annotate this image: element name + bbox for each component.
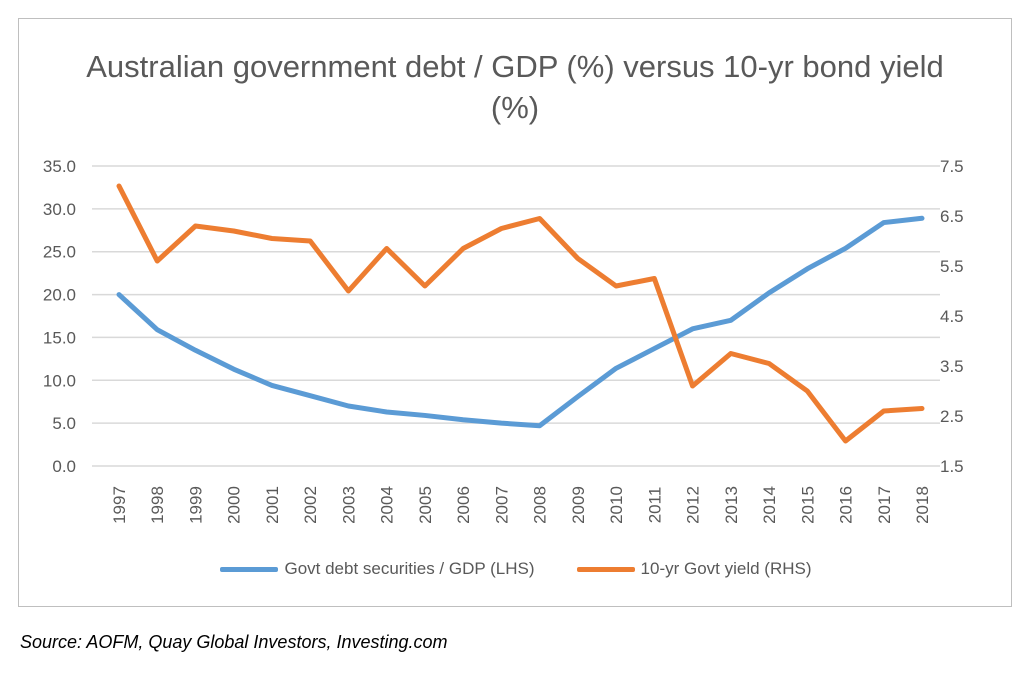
legend: Govt debt securities / GDP (LHS) 10-yr G…	[0, 559, 1032, 579]
x-tick-label: 1998	[148, 486, 167, 524]
y-right-tick-label: 6.5	[940, 207, 964, 226]
x-tick-label: 2010	[607, 486, 626, 524]
y-right-tick-label: 5.5	[940, 257, 964, 276]
x-tick-label: 1997	[110, 486, 129, 524]
legend-item-yield: 10-yr Govt yield (RHS)	[576, 559, 812, 579]
x-tick-label: 2016	[837, 486, 856, 524]
x-tick-label: 2006	[454, 486, 473, 524]
x-tick-label: 1999	[186, 486, 205, 524]
x-tick-label: 2011	[645, 487, 664, 524]
x-tick-label: 2008	[531, 486, 550, 524]
y-left-tick-label: 5.0	[52, 414, 76, 433]
y-left-tick-label: 20.0	[43, 286, 76, 305]
x-tick-label: 2007	[492, 486, 511, 524]
legend-swatch-yield	[576, 566, 635, 572]
series-line-yield	[116, 183, 925, 444]
x-tick-label: 2018	[913, 486, 932, 524]
y-left-tick-label: 30.0	[43, 200, 76, 219]
x-tick-label: 2004	[378, 486, 397, 524]
y-right-tick-label: 1.5	[940, 457, 964, 476]
x-tick-label: 2003	[339, 486, 358, 524]
y-left-tick-label: 10.0	[43, 371, 76, 390]
x-tick-label: 2014	[760, 486, 779, 524]
x-tick-label: 2013	[722, 486, 741, 524]
y-right-tick-label: 3.5	[940, 357, 964, 376]
x-tick-label: 2001	[263, 486, 282, 524]
y-left-tick-label: 25.0	[43, 243, 76, 262]
y-left-tick-label: 0.0	[52, 457, 76, 476]
x-tick-label: 2009	[569, 486, 588, 524]
y-left-tick-label: 35.0	[43, 157, 76, 176]
y-left-tick-label: 15.0	[43, 328, 76, 347]
x-tick-label: 2002	[301, 486, 320, 524]
x-tick-label: 2012	[684, 486, 703, 524]
chart-title: Australian government debt / GDP (%) ver…	[86, 49, 944, 125]
legend-item-debt: Govt debt securities / GDP (LHS)	[220, 559, 535, 579]
x-tick-label: 2000	[225, 486, 244, 524]
y-right-tick-label: 2.5	[940, 407, 964, 426]
legend-swatch-debt	[220, 566, 279, 572]
y-right-tick-label: 4.5	[940, 307, 964, 326]
x-tick-label: 2005	[416, 486, 435, 524]
x-tick-label: 2017	[875, 486, 894, 524]
chart-frame	[18, 18, 1012, 607]
legend-label-debt: Govt debt securities / GDP (LHS)	[284, 559, 535, 578]
x-tick-label: 2015	[798, 486, 817, 524]
source-note: Source: AOFM, Quay Global Investors, Inv…	[20, 632, 448, 652]
legend-label-yield: 10-yr Govt yield (RHS)	[640, 559, 812, 578]
y-right-tick-label: 7.5	[940, 157, 964, 176]
series-line-debt	[116, 215, 925, 429]
